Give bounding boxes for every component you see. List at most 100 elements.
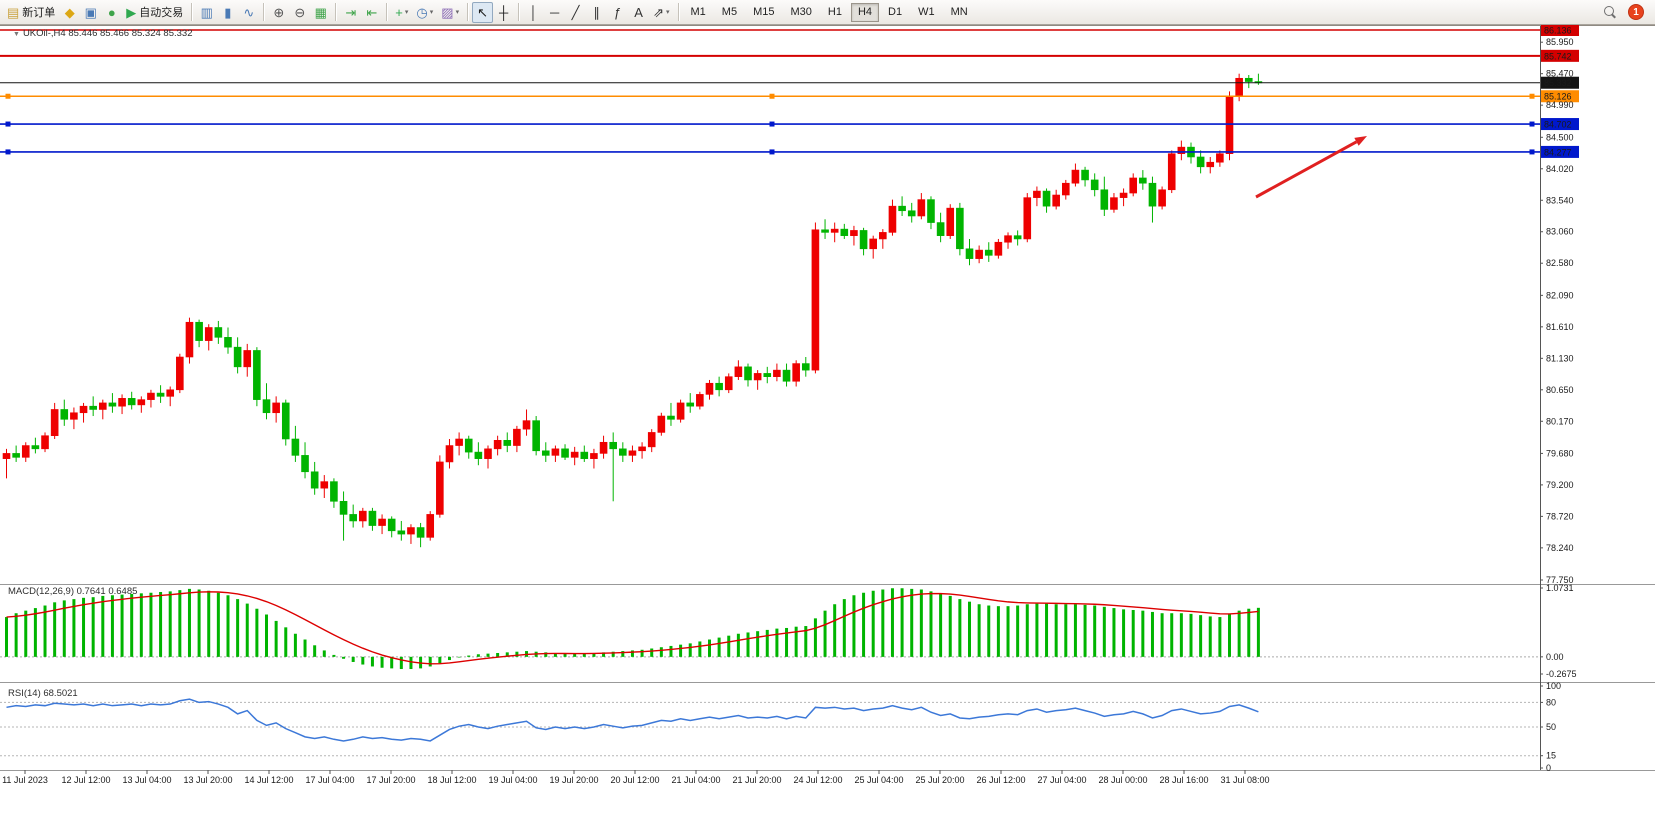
chart-windows-icon: ▣ [84,4,97,20]
trend-arrow[interactable] [1255,136,1367,199]
line-handle[interactable] [1529,93,1535,99]
tile-windows-icon: ▦ [314,4,327,20]
chart-windows-button[interactable]: ▣ [80,2,101,23]
macd-signal-line [6,591,1259,665]
svg-text:28 Jul 00:00: 28 Jul 00:00 [1098,775,1147,785]
chevron-down-icon: ▾ [665,9,670,16]
text-button[interactable]: A [628,2,649,23]
zoom-in-button[interactable]: ⊕ [268,2,289,23]
fibonacci-button[interactable]: ƒ [607,2,628,23]
svg-text:0: 0 [1546,763,1551,773]
chevron-down-icon: ▾ [455,9,460,16]
svg-text:84.020: 84.020 [1546,164,1574,174]
toolbar-separator [263,3,265,21]
search-button[interactable] [1600,2,1621,23]
line-handle[interactable] [5,121,11,127]
text-icon: A [634,4,643,20]
candlestick-chart-button[interactable]: ▮ [217,2,238,23]
svg-text:13 Jul 04:00: 13 Jul 04:00 [122,775,171,785]
auto-trading-button-label: 自动交易 [139,7,184,19]
svg-text:20 Jul 12:00: 20 Jul 12:00 [610,775,659,785]
toolbar-separator [467,3,469,21]
line-handle[interactable] [5,93,11,99]
rsi-panel: 100 80 50 15 0 [0,681,1561,773]
auto-scroll-button[interactable]: ⇥ [340,2,361,23]
data-window-button[interactable]: ● [101,2,122,23]
cursor-button[interactable]: ↖ [472,1,494,23]
line-handle[interactable] [769,93,775,99]
notification-badge[interactable]: 1 [1628,4,1644,20]
timeframe-w1-button[interactable]: W1 [918,6,935,18]
line-handle[interactable] [1529,149,1535,155]
svg-text:81.610: 81.610 [1546,322,1574,332]
timeframe-m1-button[interactable]: M1 [690,6,706,18]
templates-button[interactable]: ▨ ▾ [437,2,463,23]
market-watch-button[interactable]: ◆ [59,2,80,23]
timeframe-h1-button[interactable]: H1 [827,6,842,18]
arrows-button[interactable]: ⇗ ▾ [649,2,673,23]
indicators-button[interactable]: + ▾ [391,2,412,23]
svg-text:83.540: 83.540 [1546,195,1574,205]
timeframe-m15-button[interactable]: M15 [753,6,775,18]
timeframe-h4-button[interactable]: H4 [850,2,879,22]
timeframe-m5-button[interactable]: M5 [721,6,738,18]
toolbar-separator [518,3,520,21]
svg-text:25 Jul 04:00: 25 Jul 04:00 [854,775,903,785]
svg-text:0.00: 0.00 [1546,652,1564,662]
time-axis[interactable]: 11 Jul 2023 12 Jul 12:00 13 Jul 04:00 13 Ju… [2,770,1270,785]
price-badge-85.126 [1541,90,1579,103]
line-chart-icon: ∿ [243,4,255,20]
svg-text:82.580: 82.580 [1546,258,1574,268]
crosshair-button[interactable]: ┼ [493,2,514,23]
equidistant-channel-button[interactable]: ∥ [586,2,607,23]
svg-text:77.750: 77.750 [1546,575,1574,585]
line-handle[interactable] [1529,121,1535,127]
svg-text:18 Jul 12:00: 18 Jul 12:00 [427,775,476,785]
horizontal-line-button[interactable]: ─ [544,2,565,23]
new-order-button[interactable]: ▤ 新订单 [3,2,59,23]
timeframe-m30-button[interactable]: M30 [790,6,812,18]
svg-text:19 Jul 20:00: 19 Jul 20:00 [549,775,598,785]
zoom-in-icon: ⊕ [273,4,285,20]
svg-text:21 Jul 04:00: 21 Jul 04:00 [671,775,720,785]
rsi-label: RSI(14) 68.5021 [8,688,78,699]
tile-windows-button[interactable]: ▦ [310,2,331,23]
price-badge-84.702 [1541,118,1579,131]
svg-text:80: 80 [1546,697,1556,707]
chevron-down-icon: ▾ [429,9,434,16]
svg-text:84.702: 84.702 [1544,120,1572,130]
vertical-line-button[interactable]: │ [523,2,544,23]
timeframe-d1-button[interactable]: D1 [888,6,903,18]
periods-button[interactable]: ◷ ▾ [412,2,437,23]
svg-text:84.990: 84.990 [1546,100,1574,110]
chart-shift-button[interactable]: ⇤ [361,2,382,23]
line-handle[interactable] [769,121,775,127]
svg-text:-0.2675: -0.2675 [1546,669,1577,679]
auto-scroll-icon: ⇥ [345,4,357,20]
svg-text:86.136: 86.136 [1544,26,1572,36]
price-axis[interactable]: 86.136 85.742 85.332 85.126 84.702 84.277 85.9… [1540,24,1579,770]
auto-trading-button[interactable]: ▶ 自动交易 [122,2,187,23]
line-handle[interactable] [769,149,775,155]
svg-text:15: 15 [1546,751,1556,761]
svg-text:21 Jul 20:00: 21 Jul 20:00 [732,775,781,785]
indicators-icon: + [395,4,403,20]
trendline-icon: ╱ [571,4,580,20]
new-order-icon: ▤ [7,4,20,20]
zoom-out-button[interactable]: ⊖ [289,2,310,23]
svg-text:79.680: 79.680 [1546,448,1574,458]
timeframe-mn-button[interactable]: MN [950,6,968,18]
svg-text:50: 50 [1546,722,1556,732]
toolbar-separator [386,3,388,21]
bar-chart-button[interactable]: ▥ [196,2,217,23]
collapse-icon[interactable]: ▼ [13,31,20,38]
svg-text:80.170: 80.170 [1546,416,1574,426]
data-window-icon: ● [107,4,116,20]
price-badge-86.136 [1541,24,1579,36]
line-handle[interactable] [5,149,11,155]
line-chart-button[interactable]: ∿ [238,2,259,23]
svg-text:1.0731: 1.0731 [1546,583,1574,593]
toolbar-separator [335,3,337,21]
trendline-button[interactable]: ╱ [565,2,586,23]
